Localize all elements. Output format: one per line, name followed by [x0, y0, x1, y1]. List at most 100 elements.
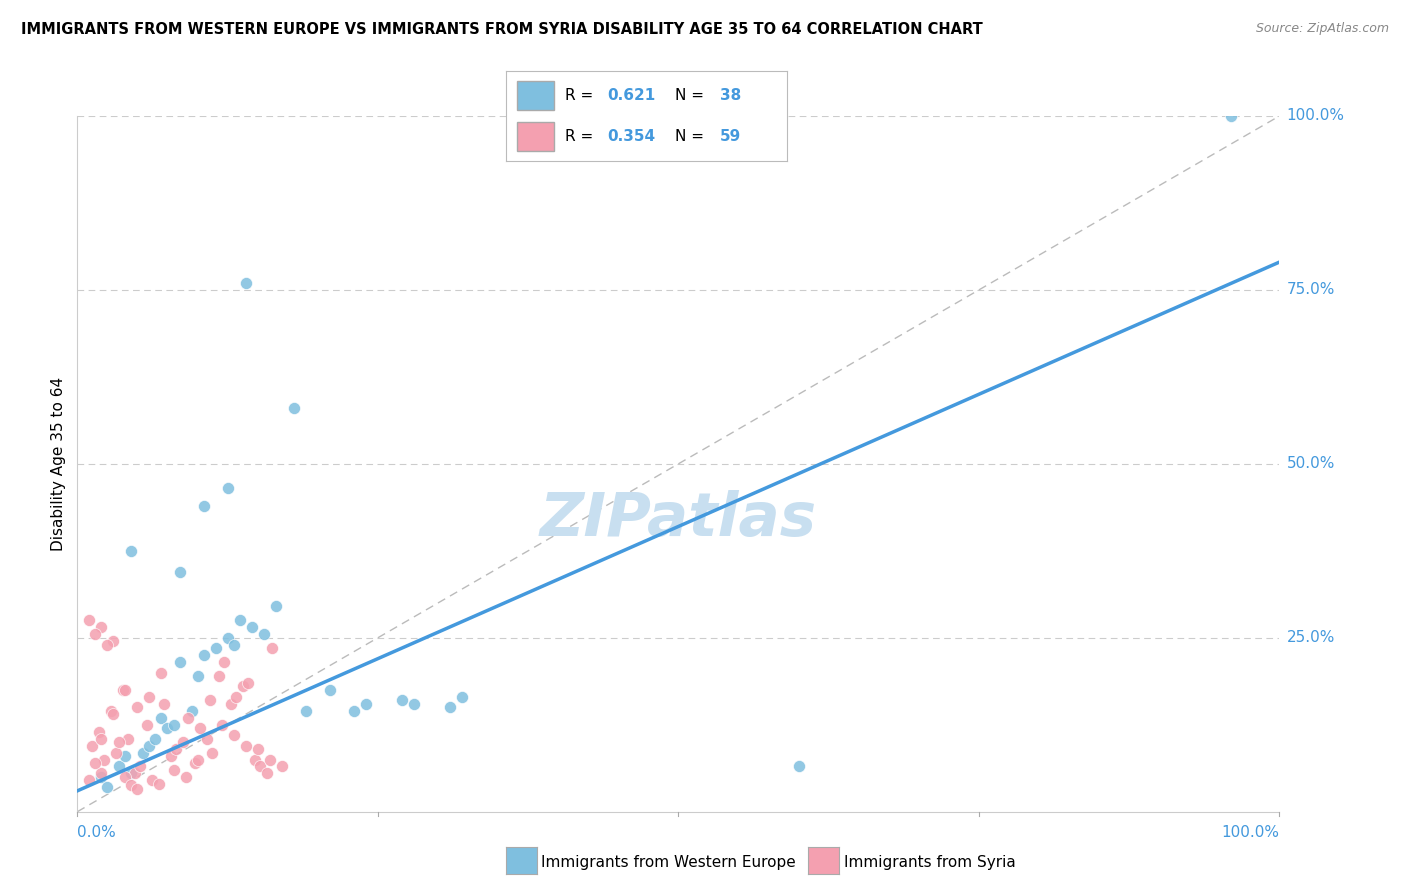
Point	[87, 724, 110, 739]
Point	[150, 665, 173, 680]
Point	[172, 735, 194, 749]
Text: N =: N =	[675, 88, 709, 103]
Point	[232, 680, 254, 694]
Point	[259, 753, 281, 767]
Text: 50.0%: 50.0%	[1286, 457, 1334, 471]
Point	[96, 780, 118, 795]
Point	[111, 683, 134, 698]
Point	[160, 749, 183, 764]
Point	[90, 731, 112, 746]
Point	[103, 634, 125, 648]
Point	[79, 773, 101, 788]
Point	[114, 770, 136, 784]
Point	[103, 707, 125, 722]
Point	[100, 704, 122, 718]
Text: Immigrants from Western Europe: Immigrants from Western Europe	[541, 855, 796, 870]
Point	[90, 620, 112, 634]
Point	[211, 717, 233, 731]
Point	[141, 773, 163, 788]
Point	[195, 731, 218, 746]
Point	[222, 638, 245, 652]
Point	[787, 759, 810, 773]
Point	[108, 735, 131, 749]
Point	[439, 700, 461, 714]
Point	[219, 697, 242, 711]
Text: 100.0%: 100.0%	[1286, 109, 1344, 123]
Text: 100.0%: 100.0%	[1222, 825, 1279, 840]
Point	[117, 731, 139, 746]
Point	[148, 777, 170, 791]
Point	[391, 693, 413, 707]
Point	[217, 631, 239, 645]
Point	[84, 756, 107, 770]
Y-axis label: Disability Age 35 to 64: Disability Age 35 to 64	[51, 376, 66, 551]
Point	[245, 753, 267, 767]
Point	[451, 690, 474, 704]
Point	[186, 753, 209, 767]
Point	[212, 655, 235, 669]
Text: N =: N =	[675, 129, 709, 144]
Point	[162, 763, 184, 777]
Point	[319, 683, 342, 698]
Text: Immigrants from Syria: Immigrants from Syria	[844, 855, 1015, 870]
Point	[80, 739, 103, 753]
Point	[294, 704, 316, 718]
Point	[1220, 109, 1243, 123]
Point	[193, 499, 215, 513]
Point	[128, 759, 150, 773]
FancyBboxPatch shape	[517, 122, 554, 151]
Point	[108, 759, 131, 773]
Point	[354, 697, 377, 711]
Point	[96, 638, 118, 652]
Point	[156, 721, 179, 735]
Point	[153, 697, 176, 711]
Point	[93, 753, 115, 767]
Point	[162, 717, 184, 731]
Point	[222, 728, 245, 742]
Point	[217, 481, 239, 495]
Text: 38: 38	[720, 88, 741, 103]
Text: R =: R =	[565, 88, 599, 103]
Point	[264, 599, 287, 614]
Point	[138, 690, 160, 704]
Point	[138, 739, 160, 753]
Point	[228, 614, 250, 628]
Text: 59: 59	[720, 129, 741, 144]
Point	[246, 742, 269, 756]
Point	[201, 746, 224, 760]
Point	[236, 676, 259, 690]
Text: R =: R =	[565, 129, 599, 144]
Point	[180, 704, 202, 718]
Point	[402, 697, 425, 711]
Point	[127, 782, 149, 797]
Text: 0.621: 0.621	[607, 88, 655, 103]
Point	[262, 641, 284, 656]
Point	[120, 778, 142, 792]
Point	[90, 766, 112, 780]
Point	[270, 759, 292, 773]
Point	[84, 627, 107, 641]
Text: 0.354: 0.354	[607, 129, 655, 144]
Point	[136, 717, 159, 731]
Point	[174, 770, 197, 784]
Point	[124, 766, 146, 780]
Point	[127, 700, 149, 714]
Text: ZIPatlas: ZIPatlas	[540, 490, 817, 549]
Point	[256, 766, 278, 780]
Point	[120, 543, 142, 558]
Point	[208, 669, 231, 683]
Point	[253, 627, 276, 641]
Point	[132, 746, 155, 760]
Text: Source: ZipAtlas.com: Source: ZipAtlas.com	[1256, 22, 1389, 36]
Point	[283, 401, 305, 416]
Point	[198, 693, 221, 707]
Point	[188, 721, 211, 735]
Point	[79, 614, 101, 628]
Point	[204, 641, 226, 656]
Text: IMMIGRANTS FROM WESTERN EUROPE VS IMMIGRANTS FROM SYRIA DISABILITY AGE 35 TO 64 : IMMIGRANTS FROM WESTERN EUROPE VS IMMIGR…	[21, 22, 983, 37]
Point	[225, 690, 247, 704]
Point	[120, 766, 142, 780]
Point	[235, 739, 257, 753]
Point	[150, 711, 173, 725]
Point	[235, 276, 257, 290]
